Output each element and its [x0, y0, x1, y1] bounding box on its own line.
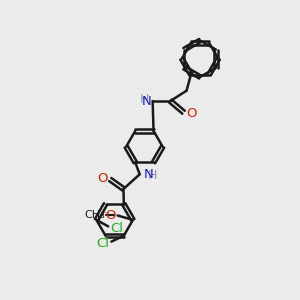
Text: H: H: [140, 93, 149, 106]
Text: N: N: [144, 168, 154, 181]
Text: methoxy: methoxy: [103, 211, 110, 213]
Text: O: O: [98, 172, 108, 185]
Text: H: H: [148, 169, 157, 182]
Text: N: N: [141, 94, 151, 107]
Text: O: O: [105, 209, 115, 222]
Text: CH₃: CH₃: [85, 211, 105, 220]
Text: O: O: [186, 107, 196, 120]
Text: Cl: Cl: [96, 237, 109, 250]
Text: Cl: Cl: [110, 222, 124, 235]
